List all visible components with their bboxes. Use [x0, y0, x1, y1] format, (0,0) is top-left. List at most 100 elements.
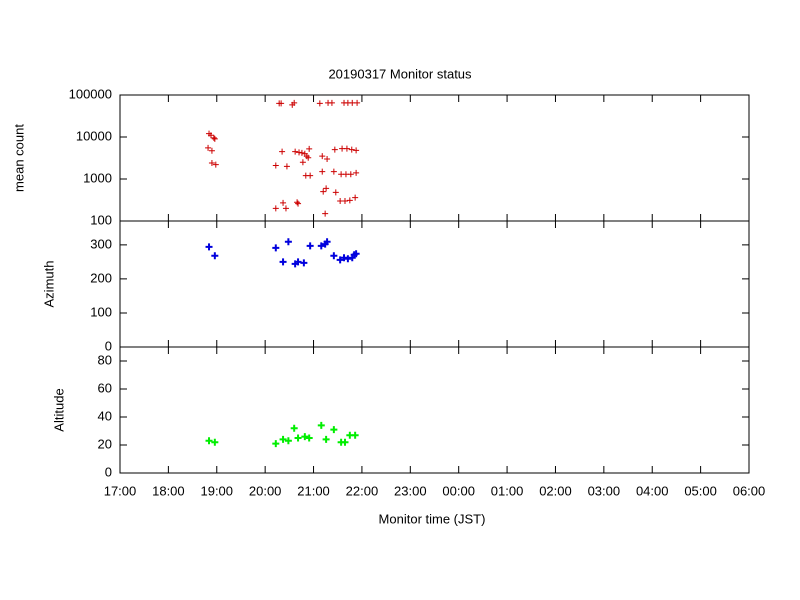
- x-tick-label: 17:00: [104, 483, 137, 498]
- point: [272, 244, 280, 252]
- point: [354, 99, 361, 106]
- x-tick-label: 06:00: [733, 483, 766, 498]
- point: [322, 435, 330, 443]
- x-tick-label: 19:00: [200, 483, 233, 498]
- point: [352, 250, 360, 258]
- point: [305, 434, 313, 442]
- x-tick-label: 18:00: [152, 483, 185, 498]
- point: [347, 171, 354, 178]
- x-tick-label: 22:00: [346, 483, 379, 498]
- y-tick-label: 100: [90, 304, 112, 319]
- y-tick-label: 300: [90, 236, 112, 251]
- point: [353, 147, 360, 154]
- y-tick-label: 40: [98, 408, 112, 423]
- point: [211, 135, 218, 142]
- point: [212, 161, 219, 168]
- y-tick-label: 100000: [69, 86, 112, 101]
- point: [305, 154, 312, 161]
- point: [279, 258, 287, 266]
- y-axis-label: Altitude: [51, 388, 66, 431]
- point: [300, 259, 308, 267]
- point: [351, 431, 359, 439]
- point: [282, 205, 289, 212]
- point: [272, 205, 279, 212]
- point: [324, 155, 331, 162]
- y-tick-label: 0: [105, 338, 112, 353]
- point: [352, 194, 359, 201]
- point: [283, 163, 290, 170]
- point: [323, 238, 331, 246]
- y-tick-label: 0: [105, 464, 112, 479]
- point: [343, 145, 350, 152]
- point: [279, 148, 286, 155]
- chart-title: 20190317 Monitor status: [328, 66, 472, 81]
- point: [330, 252, 338, 260]
- point: [299, 159, 306, 166]
- y-tick-label: 20: [98, 436, 112, 451]
- point: [211, 438, 219, 446]
- point: [330, 168, 337, 175]
- point: [205, 243, 213, 251]
- point: [317, 421, 325, 429]
- point: [211, 252, 219, 260]
- point: [341, 438, 349, 446]
- point: [330, 426, 338, 434]
- point: [346, 197, 353, 204]
- y-tick-label: 200: [90, 270, 112, 285]
- point: [290, 424, 298, 432]
- point: [322, 210, 329, 217]
- point: [284, 238, 292, 246]
- y-axis-label: Azimuth: [41, 261, 56, 308]
- point: [341, 197, 348, 204]
- y-tick-label: 10000: [76, 128, 112, 143]
- point: [336, 256, 344, 264]
- y-tick-label: 60: [98, 380, 112, 395]
- x-axis-label: Monitor time (JST): [379, 511, 486, 526]
- point: [317, 242, 325, 250]
- point: [353, 169, 360, 176]
- point: [320, 188, 327, 195]
- point: [295, 200, 302, 207]
- y-tick-label: 80: [98, 352, 112, 367]
- y-tick-label: 100: [90, 212, 112, 227]
- x-tick-label: 05:00: [684, 483, 717, 498]
- plot-frame: [119, 220, 750, 348]
- point: [272, 440, 280, 448]
- point: [319, 153, 326, 160]
- point: [348, 146, 355, 153]
- x-tick-label: 01:00: [491, 483, 524, 498]
- x-tick-label: 04:00: [636, 483, 669, 498]
- point: [331, 146, 338, 153]
- point: [205, 144, 212, 151]
- x-tick-label: 23:00: [394, 483, 427, 498]
- plot-frame: [119, 346, 750, 474]
- plot-frame: [119, 94, 750, 222]
- point: [272, 162, 279, 169]
- point: [323, 185, 330, 192]
- point: [306, 145, 313, 152]
- point: [328, 99, 335, 106]
- point: [291, 99, 298, 106]
- point: [316, 100, 323, 107]
- point: [298, 149, 305, 156]
- point: [210, 134, 217, 141]
- point: [280, 199, 287, 206]
- point: [292, 148, 299, 155]
- point: [294, 434, 302, 442]
- point: [208, 160, 215, 167]
- x-tick-label: 20:00: [249, 483, 282, 498]
- point: [294, 199, 301, 206]
- point: [284, 437, 292, 445]
- point: [332, 189, 339, 196]
- x-tick-label: 21:00: [297, 483, 330, 498]
- point: [208, 147, 215, 154]
- x-tick-label: 00:00: [442, 483, 475, 498]
- point: [301, 433, 309, 441]
- y-axis-label: mean count: [11, 124, 26, 192]
- point: [278, 100, 285, 107]
- x-tick-label: 02:00: [539, 483, 572, 498]
- point: [340, 254, 348, 262]
- point: [307, 172, 314, 179]
